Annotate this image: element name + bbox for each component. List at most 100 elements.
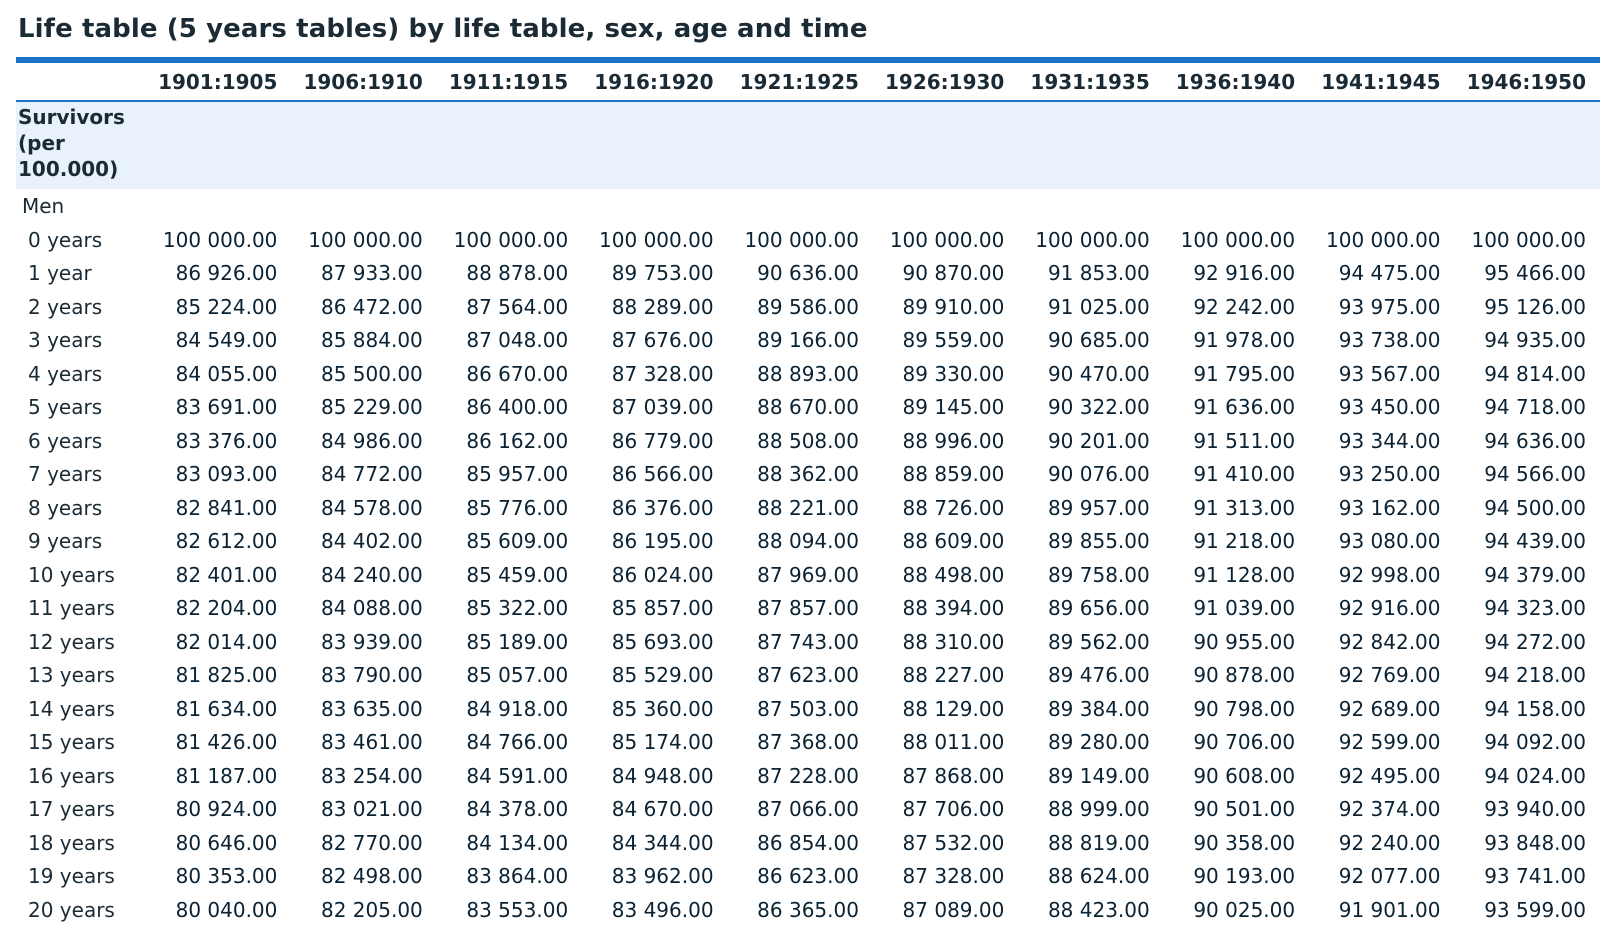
column-header: 1931:1935 <box>1018 63 1164 102</box>
table-cell: 95 126.00 <box>1484 294 1586 319</box>
row-label: 10 years <box>28 562 115 587</box>
table-cell: 100 000.00 <box>1326 227 1441 252</box>
table-row: 17 years 80 924.00 83 021.00 84 378.00 84 67… <box>16 793 1600 827</box>
table-cell: 85 174.00 <box>611 730 714 755</box>
section-row: Survivors (per 100.000) <box>16 101 1600 189</box>
table-cell: 88 609.00 <box>902 529 1005 554</box>
table-cell: 100 000.00 <box>889 227 1005 252</box>
table-cell: 85 057.00 <box>466 663 569 688</box>
table-cell: 89 910.00 <box>902 294 1005 319</box>
table-cell: 82 841.00 <box>175 495 278 520</box>
table-cell: 84 766.00 <box>466 730 569 755</box>
table-row: 19 years 80 353.00 82 498.00 83 864.00 83 96… <box>16 860 1600 894</box>
table-cell: 81 426.00 <box>175 730 278 755</box>
column-header: 1946:1950 <box>1454 63 1600 102</box>
row-label: 1 year <box>28 261 92 286</box>
column-header: 1906:1910 <box>291 63 437 102</box>
table-cell: 84 055.00 <box>175 361 278 386</box>
header-corner <box>16 63 146 102</box>
table-cell: 88 726.00 <box>902 495 1005 520</box>
table-cell: 87 933.00 <box>320 261 423 286</box>
table-cell: 94 439.00 <box>1484 529 1586 554</box>
table-cell: 86 024.00 <box>611 562 714 587</box>
table-cell: 89 855.00 <box>1047 529 1150 554</box>
table-cell: 80 924.00 <box>175 797 278 822</box>
table-cell: 89 330.00 <box>902 361 1005 386</box>
table-cell: 84 344.00 <box>611 830 714 855</box>
table-cell: 89 280.00 <box>1047 730 1150 755</box>
row-label: 13 years <box>28 663 115 688</box>
table-cell: 85 322.00 <box>466 596 569 621</box>
table-cell: 89 586.00 <box>757 294 859 319</box>
table-cell: 91 511.00 <box>1193 428 1296 453</box>
row-label: 12 years <box>28 629 115 654</box>
table-row: 1 year 86 926.00 87 933.00 88 878.00 89 753.… <box>16 257 1600 291</box>
column-header: 1911:1915 <box>436 63 583 102</box>
table-cell: 93 250.00 <box>1338 462 1441 487</box>
table-row: 9 years 82 612.00 84 402.00 85 609.00 86 195… <box>16 525 1600 559</box>
column-header: 1916:1920 <box>582 63 728 102</box>
table-row: 10 years 82 401.00 84 240.00 85 459.00 86 02… <box>16 558 1600 592</box>
row-label: 5 years <box>28 395 103 420</box>
table-cell: 84 986.00 <box>320 428 423 453</box>
table-row: 4 years 84 055.00 85 500.00 86 670.00 87 328… <box>16 357 1600 391</box>
table-cell: 95 466.00 <box>1484 261 1586 286</box>
table-cell: 89 384.00 <box>1047 696 1150 721</box>
table-cell: 93 567.00 <box>1338 361 1441 386</box>
table-cell: 100 000.00 <box>1035 227 1150 252</box>
table-cell: 92 077.00 <box>1338 864 1441 889</box>
table-cell: 94 218.00 <box>1484 663 1586 688</box>
table-cell: 89 559.00 <box>902 328 1005 353</box>
column-header: 1921:1925 <box>727 63 873 102</box>
table-cell: 92 242.00 <box>1193 294 1296 319</box>
table-cell: 90 608.00 <box>1193 763 1296 788</box>
table-cell: 84 134.00 <box>466 830 569 855</box>
group-row: Men <box>16 189 1600 223</box>
table-cell: 86 365.00 <box>757 897 859 922</box>
table-cell: 84 549.00 <box>175 328 278 353</box>
table-cell: 83 635.00 <box>320 696 423 721</box>
table-cell: 89 957.00 <box>1047 495 1150 520</box>
table-row: 2 years 85 224.00 86 472.00 87 564.00 88 289… <box>16 290 1600 324</box>
table-cell: 90 870.00 <box>902 261 1005 286</box>
table-cell: 94 636.00 <box>1484 428 1586 453</box>
table-row: 5 years 83 691.00 85 229.00 86 400.00 87 039… <box>16 391 1600 425</box>
table-row: 15 years 81 426.00 83 461.00 84 766.00 85 17… <box>16 726 1600 760</box>
table-cell: 94 092.00 <box>1484 730 1586 755</box>
table-cell: 92 240.00 <box>1338 830 1441 855</box>
table-cell: 83 691.00 <box>175 395 278 420</box>
table-cell: 92 916.00 <box>1338 596 1441 621</box>
table-cell: 90 501.00 <box>1193 797 1296 822</box>
table-cell: 90 201.00 <box>1047 428 1150 453</box>
table-cell: 89 145.00 <box>902 395 1005 420</box>
table-cell: 91 025.00 <box>1047 294 1150 319</box>
table-cell: 84 378.00 <box>466 797 569 822</box>
table-row: 11 years 82 204.00 84 088.00 85 322.00 85 85… <box>16 592 1600 626</box>
table-cell: 94 718.00 <box>1484 395 1586 420</box>
table-cell: 88 670.00 <box>757 395 859 420</box>
table-cell: 91 218.00 <box>1193 529 1296 554</box>
table-cell: 85 957.00 <box>466 462 569 487</box>
table-cell: 87 089.00 <box>902 897 1005 922</box>
table-cell: 88 999.00 <box>1047 797 1150 822</box>
table-cell: 84 772.00 <box>320 462 423 487</box>
table-cell: 91 410.00 <box>1193 462 1296 487</box>
table-row: 8 years 82 841.00 84 578.00 85 776.00 86 376… <box>16 491 1600 525</box>
table-cell: 84 240.00 <box>320 562 423 587</box>
table-cell: 80 646.00 <box>175 830 278 855</box>
table-cell: 85 609.00 <box>466 529 569 554</box>
table-cell: 83 962.00 <box>611 864 714 889</box>
table-cell: 90 193.00 <box>1193 864 1296 889</box>
table-cell: 91 313.00 <box>1193 495 1296 520</box>
row-label: 7 years <box>28 462 103 487</box>
table-cell: 94 272.00 <box>1484 629 1586 654</box>
table-cell: 87 868.00 <box>902 763 1005 788</box>
table-cell: 87 503.00 <box>757 696 859 721</box>
table-cell: 87 328.00 <box>611 361 714 386</box>
table-row: 7 years 83 093.00 84 772.00 85 957.00 86 566… <box>16 458 1600 492</box>
table-cell: 85 693.00 <box>611 629 714 654</box>
table-cell: 81 825.00 <box>175 663 278 688</box>
table-cell: 80 040.00 <box>175 897 278 922</box>
table-cell: 94 323.00 <box>1484 596 1586 621</box>
title-underline-bar <box>16 57 1600 63</box>
